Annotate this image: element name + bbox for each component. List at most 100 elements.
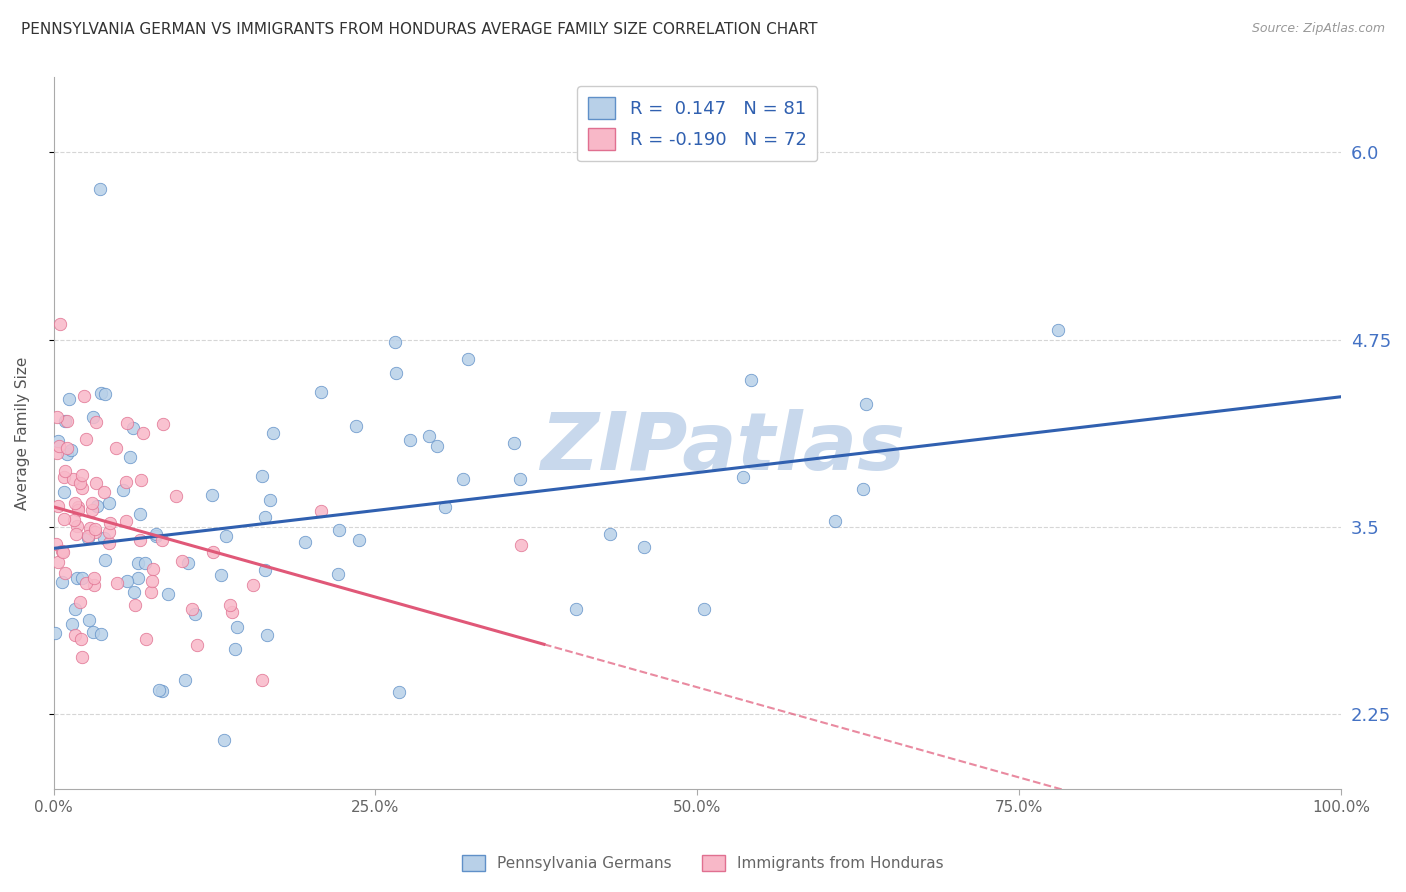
Point (226, 620, 249, 634)
Point (62, 473, 84, 487)
Point (114, 475, 136, 489)
Point (731, 470, 754, 484)
Point (124, 598, 146, 612)
Point (118, 450, 141, 464)
Point (83, 577, 105, 591)
Point (75, 432, 97, 446)
Point (73, 389, 96, 403)
Point (66, 519, 89, 533)
Point (384, 334, 406, 349)
Point (98, 516, 121, 531)
Point (262, 426, 284, 441)
Point (250, 673, 273, 688)
Point (89, 182, 111, 196)
Point (77, 531, 100, 545)
Point (82, 496, 104, 510)
Point (451, 472, 474, 486)
Point (599, 527, 621, 541)
Point (77, 613, 100, 627)
Point (67, 500, 90, 515)
Point (86, 416, 108, 430)
Point (852, 482, 875, 496)
Point (63, 628, 86, 642)
Point (83, 570, 105, 584)
Point (46, 555, 69, 569)
Point (150, 684, 173, 698)
Point (65, 526, 87, 541)
Point (77, 529, 100, 543)
Point (326, 566, 349, 581)
Point (70, 649, 93, 664)
Point (253, 510, 276, 524)
Point (131, 425, 153, 440)
Point (70, 481, 93, 495)
Point (135, 632, 157, 646)
Point (73, 808, 96, 822)
Point (165, 489, 187, 503)
Point (69, 595, 91, 609)
Point (242, 578, 264, 592)
Point (69, 476, 91, 491)
Point (150, 533, 173, 547)
Point (1046, 323, 1069, 337)
Point (309, 384, 332, 399)
Point (53, 464, 76, 478)
Point (148, 682, 170, 697)
Point (509, 472, 531, 486)
Point (127, 570, 149, 584)
Point (48, 439, 70, 453)
Point (388, 685, 411, 699)
Point (425, 439, 447, 453)
Point (134, 556, 156, 570)
Point (186, 638, 208, 652)
Point (60, 616, 83, 631)
Text: Source: ZipAtlas.com: Source: ZipAtlas.com (1251, 22, 1385, 36)
Point (129, 507, 152, 521)
Point (509, 537, 531, 551)
Point (53, 469, 76, 483)
Point (46, 409, 69, 424)
Point (740, 373, 762, 387)
Point (633, 540, 655, 554)
Point (139, 585, 162, 599)
Point (84, 524, 107, 539)
Point (86, 500, 108, 514)
Point (82, 409, 104, 424)
Point (177, 556, 200, 570)
Point (70, 468, 93, 483)
Point (127, 556, 149, 570)
Point (105, 441, 128, 455)
Point (90, 386, 112, 401)
Point (418, 429, 440, 443)
Point (79, 521, 101, 535)
Point (122, 585, 145, 599)
Point (63, 513, 86, 527)
Point (145, 529, 167, 543)
Point (224, 641, 246, 656)
Point (221, 606, 243, 620)
Point (142, 562, 165, 576)
Point (141, 574, 163, 589)
Y-axis label: Average Family Size: Average Family Size (15, 357, 30, 510)
Point (202, 545, 225, 559)
Point (399, 434, 422, 448)
Point (60, 443, 83, 458)
Point (70, 632, 93, 646)
Point (434, 500, 457, 515)
Point (122, 421, 145, 435)
Point (52, 512, 75, 526)
Point (294, 535, 316, 549)
Point (503, 436, 526, 450)
Point (97, 536, 120, 550)
Point (67, 503, 90, 517)
Point (170, 554, 193, 568)
Point (63, 496, 86, 510)
Point (44, 626, 66, 640)
Point (259, 493, 281, 508)
Legend: Pennsylvania Germans, Immigrants from Honduras: Pennsylvania Germans, Immigrants from Ho… (456, 849, 950, 877)
Point (250, 468, 273, 483)
Point (129, 533, 152, 547)
Point (201, 488, 224, 502)
Point (53, 566, 76, 580)
Point (75, 575, 97, 590)
